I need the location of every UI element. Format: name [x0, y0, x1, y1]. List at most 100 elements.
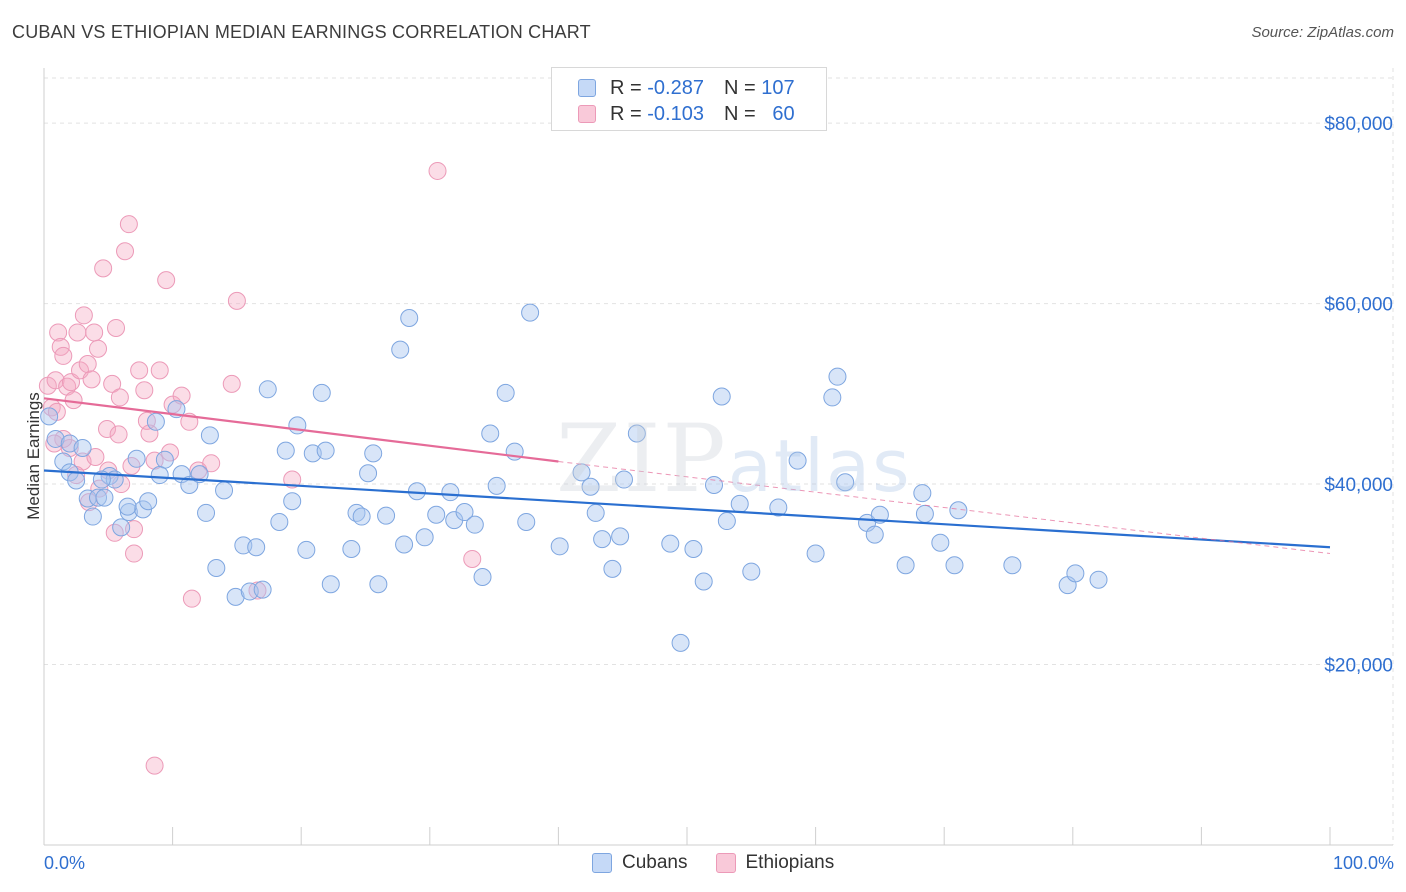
cubans-point	[455, 503, 474, 522]
y-tick-label: $80,000	[1324, 114, 1393, 135]
r-value-ethiopians: -0.103	[647, 102, 704, 125]
cubans-point	[321, 575, 340, 594]
y-tick-labels: $20,000 $40,000 $60,000 $80,000	[1324, 114, 1393, 676]
cubans-point	[828, 367, 847, 386]
cubans-point	[517, 512, 536, 531]
cubans-point	[823, 388, 842, 407]
cubans-point	[684, 540, 703, 559]
ethiopians-point	[82, 370, 101, 389]
cubans-point	[521, 303, 540, 322]
x-tick-right: 100.0%	[1332, 853, 1394, 873]
cubans-point	[603, 559, 622, 578]
n-value-cubans: 107	[761, 76, 795, 99]
ethiopians-point	[428, 161, 447, 180]
legend-label-ethiopians: Ethiopians	[745, 852, 835, 873]
ethiopians-point	[89, 339, 108, 358]
ethiopians-point	[119, 215, 138, 234]
cubans-swatch	[578, 79, 596, 97]
cubans-point	[671, 633, 690, 652]
ethiopians-point	[135, 381, 154, 400]
x-tick-left: 0.0%	[44, 853, 86, 873]
chart-title: CUBAN VS ETHIOPIAN MEDIAN EARNINGS CORRE…	[12, 22, 591, 42]
cubans-point	[788, 451, 807, 470]
cubans-point	[473, 568, 492, 587]
cubans-point	[593, 530, 612, 549]
cubans-point	[1003, 556, 1022, 575]
cubans-point	[717, 512, 736, 531]
legend-item-ethiopians: Ethiopians	[715, 852, 835, 874]
cubans-point	[742, 562, 761, 581]
legend-row-cubans: R = -0.287 N = 107	[578, 76, 795, 100]
cubans-point	[54, 452, 73, 471]
cubans-point	[415, 528, 434, 547]
cubans-point	[705, 475, 724, 494]
cubans-point	[391, 340, 410, 359]
cubans-point	[119, 503, 138, 522]
cubans-point	[364, 444, 383, 463]
y-tick-label: $60,000	[1324, 295, 1393, 316]
cubans-point	[694, 572, 713, 591]
ethiopians-point	[150, 361, 169, 380]
cubans-point	[441, 483, 460, 502]
cubans-trend-line	[43, 469, 1331, 549]
cubans-point	[836, 473, 855, 492]
ethiopians-points	[38, 161, 482, 775]
ethiopians-point	[125, 544, 144, 563]
cubans-point	[226, 587, 245, 606]
cubans-point	[150, 466, 169, 485]
cubans-point	[1089, 570, 1108, 589]
ethiopians-point	[107, 318, 126, 337]
cubans-point	[197, 503, 216, 522]
cubans-point	[870, 505, 889, 524]
cubans-point	[806, 544, 825, 563]
ethiopians-point	[68, 323, 87, 342]
cubans-point	[913, 484, 932, 503]
cubans-point	[496, 383, 515, 402]
cubans-point	[865, 525, 884, 544]
r-value-cubans: -0.287	[647, 76, 704, 99]
n-value-ethiopians: 60	[772, 102, 795, 125]
cubans-point	[347, 503, 366, 522]
ethiopians-point	[54, 429, 73, 448]
ethiopians-point	[157, 271, 176, 290]
cubans-point	[915, 504, 934, 523]
cubans-point	[1066, 564, 1085, 583]
ethiopians-swatch	[578, 105, 596, 123]
cubans-point	[207, 558, 226, 577]
cubans-point	[769, 498, 788, 517]
cubans-point	[481, 424, 500, 443]
cubans-point	[312, 383, 331, 402]
watermark: ZIPatlas	[556, 405, 912, 514]
cubans-point	[572, 463, 591, 482]
cubans-point	[896, 556, 915, 575]
cubans-point	[253, 580, 272, 599]
cubans-point	[200, 426, 219, 445]
ethiopians-point	[137, 411, 156, 430]
legend-label-cubans: Cubans	[622, 852, 688, 873]
legend-item-cubans: Cubans	[592, 852, 688, 874]
y-tick-label: $20,000	[1324, 656, 1393, 677]
trend-lines	[43, 397, 1331, 555]
ethiopians-point	[145, 756, 164, 775]
cubans-point	[95, 488, 114, 507]
cubans-point	[611, 527, 630, 546]
cubans-point	[949, 501, 968, 520]
r-label: R =	[610, 76, 642, 99]
r-label: R =	[610, 102, 642, 125]
cubans-point	[931, 533, 950, 552]
cubans-point	[342, 540, 361, 559]
cubans-point	[712, 387, 731, 406]
ethiopians-point	[182, 589, 201, 608]
cubans-point	[112, 518, 131, 537]
cubans-point	[581, 477, 600, 496]
cubans-point	[73, 438, 92, 457]
ethiopians-point	[248, 581, 267, 600]
ethiopians-point	[49, 323, 68, 342]
correlation-legend: R = -0.287 N = 107 R = -0.103 N = 60	[551, 67, 827, 131]
cubans-point	[395, 535, 414, 554]
ethiopians-trend-line	[43, 397, 559, 463]
ethiopians-point	[130, 361, 149, 380]
ethiopians-point	[74, 306, 93, 325]
ethiopians-point	[85, 323, 104, 342]
